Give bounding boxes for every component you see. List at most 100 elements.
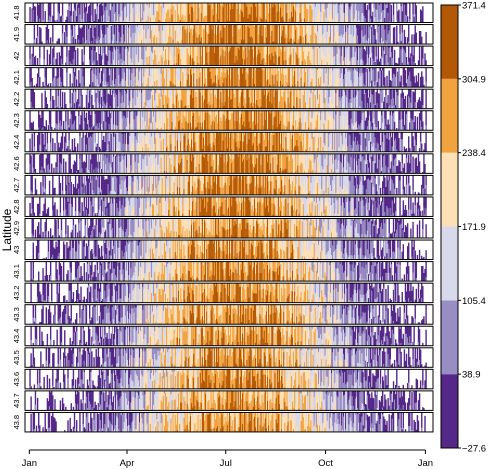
- panel-row: 41.8: [12, 2, 434, 23]
- horizon-day-bar: [372, 94, 374, 109]
- horizon-day-bar: [133, 72, 135, 88]
- horizon-day-bar: [124, 90, 127, 109]
- horizon-band-fill: [46, 153, 49, 174]
- horizon-day-bar: [78, 116, 80, 131]
- horizon-band-fill: [328, 24, 331, 45]
- horizon-band-fill: [373, 67, 375, 88]
- horizon-day-bar: [211, 121, 214, 131]
- horizon-band-fill: [348, 89, 350, 109]
- horizon-day-bar: [387, 62, 389, 66]
- horizon-day-bar: [264, 67, 267, 88]
- horizon-day-bar: [230, 48, 232, 66]
- horizon-day-bar: [337, 99, 339, 109]
- horizon-day-bar: [215, 13, 218, 23]
- horizon-day-bar: [100, 55, 103, 66]
- horizon-day-bar: [262, 69, 265, 88]
- horizon-day-bar: [272, 55, 274, 66]
- horizon-day-bar: [182, 14, 184, 23]
- horizon-day-bar: [214, 116, 217, 131]
- horizon-day-bar: [294, 59, 296, 66]
- horizon-day-bar: [185, 32, 187, 45]
- horizon-day-bar: [70, 168, 72, 174]
- horizon-band-fill: [132, 46, 134, 66]
- horizon-band-fill: [42, 3, 44, 23]
- horizon-day-bar: [360, 42, 362, 45]
- horizon-day-bar: [309, 41, 311, 45]
- horizon-day-bar: [376, 127, 378, 131]
- horizon-day-bar: [415, 32, 418, 45]
- horizon-band-fill: [325, 3, 327, 23]
- horizon-band-fill: [141, 3, 143, 23]
- horizon-band-fill: [328, 3, 331, 23]
- horizon-day-bar: [189, 154, 192, 174]
- horizon-band-fill: [382, 46, 384, 66]
- horizon-day-bar: [423, 84, 425, 88]
- horizon-day-bar: [160, 127, 163, 131]
- horizon-band-fill: [247, 3, 249, 23]
- horizon-band-fill: [30, 67, 32, 88]
- horizon-day-bar: [256, 132, 258, 152]
- horizon-band-fill: [78, 24, 80, 45]
- horizon-day-bar: [252, 102, 255, 109]
- horizon-day-bar: [105, 54, 107, 66]
- horizon-day-bar: [175, 157, 178, 174]
- horizon-day-bar: [350, 118, 352, 131]
- horizon-day-bar: [307, 9, 309, 23]
- horizon-band-fill: [326, 67, 329, 88]
- horizon-day-bar: [393, 105, 396, 109]
- horizon-day-bar: [265, 154, 268, 174]
- horizon-day-bar: [62, 158, 65, 174]
- horizon-day-bar: [194, 142, 196, 152]
- horizon-day-bar: [258, 34, 260, 45]
- horizon-day-bar: [249, 127, 252, 131]
- horizon-band-fill: [163, 153, 166, 174]
- horizon-band-fill: [81, 3, 83, 23]
- horizon-day-bar: [232, 160, 234, 174]
- horizon-band-fill: [327, 3, 330, 23]
- horizon-band-fill: [295, 67, 297, 88]
- horizon-band-fill: [363, 67, 365, 88]
- horizon-day-bar: [289, 38, 292, 45]
- horizon-band-fill: [346, 3, 348, 23]
- horizon-day-bar: [171, 160, 173, 174]
- horizon-day-bar: [156, 63, 158, 66]
- horizon-day-bar: [120, 161, 122, 174]
- horizon-day-bar: [244, 3, 246, 23]
- horizon-day-bar: [274, 75, 276, 88]
- horizon-day-bar: [60, 58, 63, 66]
- horizon-day-bar: [368, 97, 371, 109]
- horizon-band-fill: [140, 89, 142, 109]
- horizon-day-bar: [367, 141, 370, 152]
- horizon-day-bar: [371, 15, 373, 23]
- horizon-day-bar: [253, 89, 256, 109]
- horizon-day-bar: [191, 28, 193, 45]
- horizon-day-bar: [74, 91, 77, 109]
- horizon-day-bar: [107, 21, 109, 23]
- horizon-band-fill: [303, 67, 306, 88]
- horizon-day-bar: [95, 14, 97, 23]
- horizon-band-fill: [351, 110, 354, 131]
- horizon-band-fill: [137, 67, 140, 88]
- horizon-band-fill: [287, 110, 289, 131]
- horizon-band-fill: [326, 46, 329, 66]
- horizon-day-bar: [281, 17, 283, 23]
- horizon-day-bar: [183, 135, 185, 152]
- horizon-day-bar: [119, 41, 121, 45]
- horizon-day-bar: [371, 80, 373, 88]
- horizon-band-fill: [134, 3, 136, 23]
- horizon-day-bar: [422, 121, 424, 131]
- horizon-day-bar: [374, 104, 376, 109]
- horizon-day-bar: [353, 18, 356, 23]
- horizon-band-fill: [180, 67, 182, 88]
- horizon-day-bar: [119, 142, 121, 152]
- horizon-day-bar: [258, 5, 260, 23]
- horizon-band-fill: [346, 132, 348, 152]
- horizon-day-bar: [48, 169, 51, 174]
- horizon-day-bar: [291, 124, 294, 131]
- horizon-day-bar: [282, 129, 284, 131]
- horizon-day-bar: [316, 114, 319, 131]
- horizon-day-bar: [100, 168, 103, 174]
- horizon-day-bar: [109, 50, 112, 66]
- horizon-band-fill: [60, 153, 63, 174]
- horizon-band-fill: [304, 89, 307, 109]
